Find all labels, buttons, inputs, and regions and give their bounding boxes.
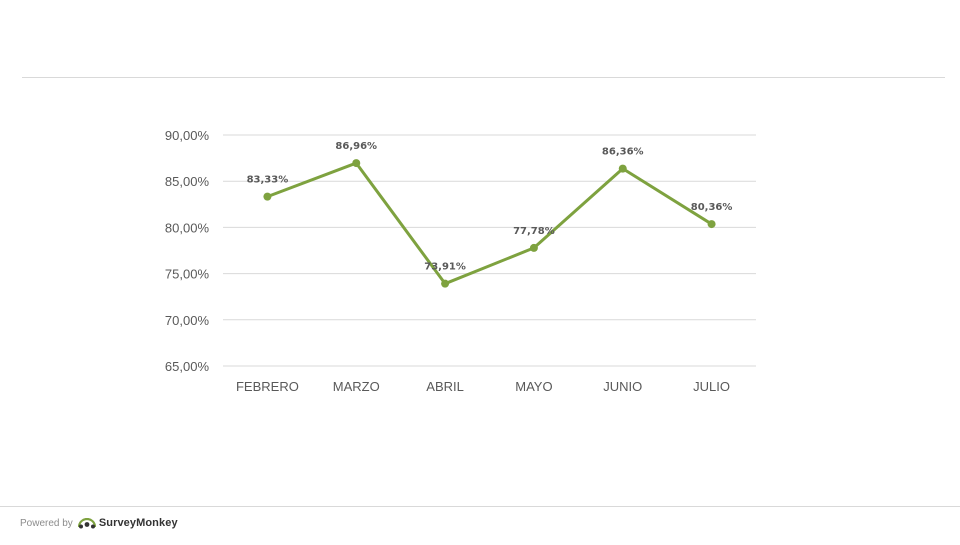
data-point — [263, 192, 272, 201]
surveymonkey-logo-icon — [77, 517, 96, 528]
x-tick-label: JULIO — [693, 379, 730, 394]
data-point — [707, 220, 716, 229]
y-tick-label: 70,00% — [165, 313, 210, 328]
data-point — [441, 279, 450, 288]
data-label: 86,36% — [602, 147, 644, 158]
data-point — [529, 243, 538, 252]
series-line — [265, 161, 714, 286]
footer: Powered by SurveyMonkey — [20, 514, 178, 532]
x-tick-label: JUNIO — [603, 379, 642, 394]
data-label: 80,36% — [691, 202, 733, 213]
data-label: 77,78% — [513, 226, 555, 237]
surveymonkey-brand[interactable]: SurveyMonkey — [77, 517, 178, 529]
data-point — [618, 164, 627, 173]
data-label: 83,33% — [247, 175, 289, 186]
x-tick-label: ABRIL — [426, 379, 464, 394]
data-label: 73,91% — [424, 262, 466, 273]
y-tick-label: 80,00% — [165, 220, 210, 235]
x-tick-label: MAYO — [515, 379, 552, 394]
y-tick-label: 75,00% — [165, 267, 210, 282]
powered-by-text: Powered by — [20, 517, 73, 529]
footer-divider — [0, 506, 960, 507]
x-tick-label: FEBRERO — [236, 379, 299, 394]
y-tick-label: 85,00% — [165, 174, 210, 189]
y-tick-label: 65,00% — [165, 359, 210, 374]
x-tick-label: MARZO — [333, 379, 380, 394]
header-divider — [22, 77, 945, 78]
data-point — [352, 159, 361, 168]
data-label: 86,96% — [335, 141, 377, 152]
y-tick-label: 90,00% — [165, 128, 210, 143]
brand-name: SurveyMonkey — [98, 517, 178, 529]
